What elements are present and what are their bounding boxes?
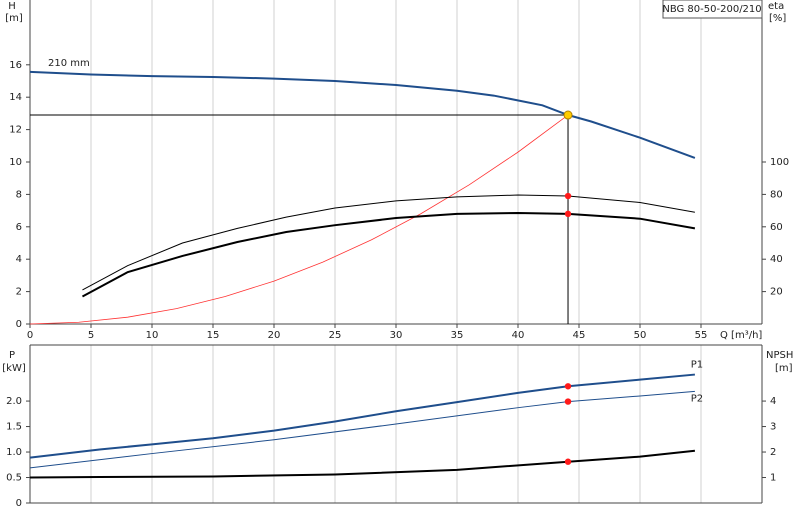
x-tick-label: 5 [88,330,94,341]
y-label: H [8,1,16,12]
y-tick-label: 16 [9,60,22,71]
y2-tick-label: 3 [770,422,776,433]
y2-tick-label: 20 [770,287,783,298]
y2-label: eta [768,1,784,12]
point-marker [564,192,572,200]
y-tick-label: 4 [16,254,22,265]
y2-tick-label: 2 [770,447,776,458]
y-label: P [9,350,15,361]
point-marker [564,458,572,465]
series-label: P2 [691,393,703,404]
series-line [29,70,696,159]
x-tick-label: 0 [27,330,33,341]
y-tick-label: 2.0 [6,396,22,407]
y-tick-label: 14 [9,92,22,103]
point-marker [564,398,572,405]
model-box [662,0,763,19]
y-tick-label: 2 [16,287,22,298]
x-tick-label: 20 [268,330,281,341]
y-tick-label: 1.5 [6,422,22,433]
y-tick-label: 0 [16,498,22,509]
series-line [29,390,695,469]
x-tick-label: 15 [207,330,220,341]
y-unit: [kW] [2,363,26,374]
series-line [29,373,695,459]
point-marker [564,210,572,218]
point-marker [564,383,572,390]
y2-tick-label: 60 [770,222,783,233]
y-tick-label: 8 [16,189,22,200]
y2-tick-label: 80 [770,189,783,200]
y2-unit: [m] [775,363,793,374]
y2-label: NPSH [766,350,793,361]
y-tick-label: 10 [9,157,22,168]
series-line [81,212,696,298]
x-tick-label: 55 [695,330,708,341]
y2-tick-label: 100 [770,157,789,168]
y-tick-label: 1.0 [6,447,22,458]
series-line [29,449,696,479]
model-label: NBG 80-50-200/210 [662,4,761,15]
x-tick-label: 45 [573,330,586,341]
y2-tick-label: 1 [770,473,776,484]
x-tick-label: 40 [512,330,525,341]
y-tick-label: 0.5 [6,473,22,484]
x-label: Q [m³/h] [720,330,762,341]
duty-point [563,110,573,120]
series-label: 210 mm [48,58,90,69]
x-tick-label: 35 [451,330,464,341]
x-tick-label: 50 [634,330,647,341]
y2-tick-label: 4 [770,396,776,407]
x-tick-label: 25 [329,330,342,341]
x-tick-label: 30 [390,330,403,341]
series-line [29,114,569,325]
y-unit: [m] [5,13,23,24]
series-line [82,194,695,291]
y-tick-label: 12 [9,125,22,136]
series-label: P1 [691,360,703,371]
y2-tick-label: 40 [770,254,783,265]
x-tick-label: 10 [146,330,159,341]
y2-unit: [%] [769,13,786,24]
y-tick-label: 0 [16,319,22,330]
y-tick-label: 6 [16,222,22,233]
